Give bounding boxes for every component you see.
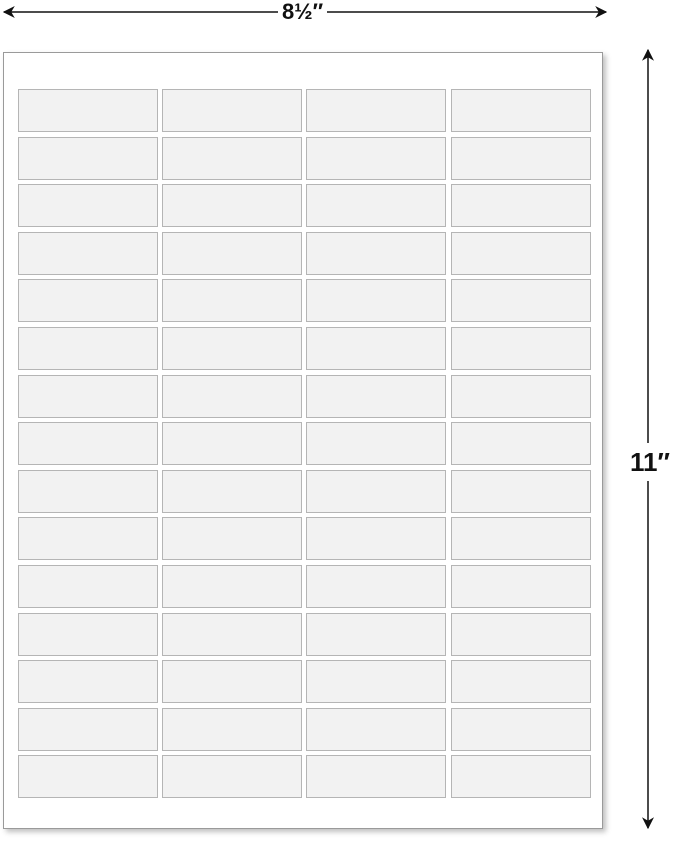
label-cell [450,89,591,132]
label-cell [306,327,447,370]
width-label: 8½″ [278,0,328,24]
label-cell [450,565,591,608]
label-cell [18,612,158,656]
label-cell [18,707,158,751]
label-cell [18,422,158,466]
label-cell [306,469,447,513]
label-cell [18,136,158,180]
label-cell [162,231,303,275]
label-cell [450,136,591,180]
label-cell [450,374,591,418]
label-cell [306,422,447,466]
label-cell [306,517,447,561]
label-cell [162,89,303,132]
label-cell [18,89,158,132]
label-sheet [3,52,603,829]
label-cell [18,374,158,418]
label-cell [450,327,591,370]
label-cell [18,565,158,608]
label-cell [162,612,303,656]
label-cell [162,707,303,751]
label-cell [450,707,591,751]
label-cell [306,755,447,799]
label-cell [450,184,591,228]
label-cell [162,755,303,799]
label-cell [306,612,447,656]
label-cell [162,422,303,466]
label-cell [450,231,591,275]
label-cell [18,184,158,228]
label-cell [162,184,303,228]
label-cell [18,755,158,799]
label-cell [306,374,447,418]
label-cell [18,279,158,323]
label-cell [162,660,303,704]
label-cell [162,517,303,561]
label-cell [306,660,447,704]
label-cell [306,89,447,132]
label-cell [450,612,591,656]
label-cell [450,469,591,513]
label-cell [306,565,447,608]
label-cell [306,707,447,751]
label-cell [18,469,158,513]
label-cell [162,565,303,608]
label-cell [450,279,591,323]
label-cell [450,755,591,799]
label-cell [18,327,158,370]
label-cell [18,660,158,704]
label-cell [18,231,158,275]
label-cell [450,422,591,466]
label-cell [450,517,591,561]
label-cell [162,469,303,513]
label-cell [18,517,158,561]
label-cell [306,136,447,180]
label-cell [162,136,303,180]
label-cell [306,184,447,228]
label-cell [162,279,303,323]
label-cell [162,327,303,370]
label-cell [306,231,447,275]
height-label: 11″ [630,443,670,481]
label-cell [162,374,303,418]
label-cell [450,660,591,704]
label-cell [306,279,447,323]
